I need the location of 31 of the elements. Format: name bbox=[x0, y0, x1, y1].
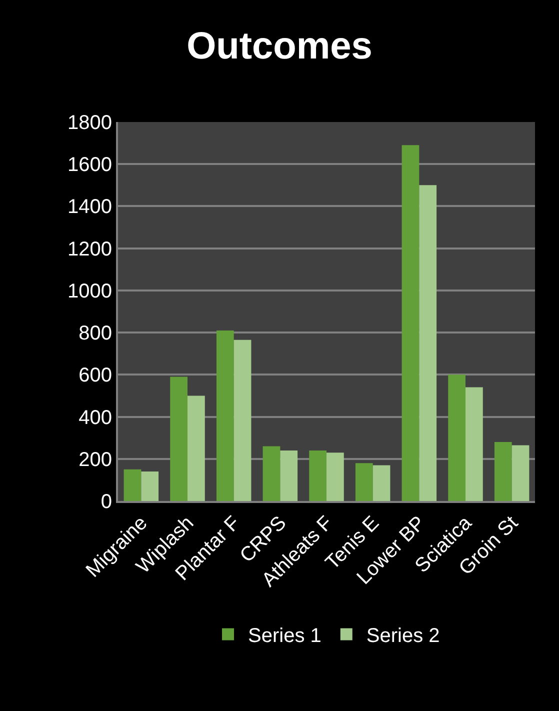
bar bbox=[466, 387, 483, 501]
legend-label: Series 2 bbox=[366, 625, 440, 647]
bar bbox=[372, 465, 390, 501]
y-tick-label: 1400 bbox=[68, 196, 112, 218]
y-tick-label: 1000 bbox=[68, 280, 112, 302]
y-tick-label: 1800 bbox=[68, 112, 112, 134]
y-tick-label: 600 bbox=[78, 364, 112, 387]
bar bbox=[309, 450, 326, 501]
bar bbox=[170, 376, 188, 501]
y-tick-label: 1200 bbox=[68, 238, 112, 260]
bar bbox=[216, 330, 234, 501]
bar bbox=[141, 472, 159, 501]
bar bbox=[419, 185, 437, 501]
bar bbox=[326, 452, 344, 501]
bar bbox=[280, 450, 298, 501]
bar bbox=[494, 442, 512, 501]
bar bbox=[262, 446, 280, 501]
bar bbox=[234, 340, 252, 501]
y-tick-label: 800 bbox=[78, 322, 112, 345]
y-tick-label: 400 bbox=[78, 406, 112, 429]
bar bbox=[402, 145, 420, 501]
bar bbox=[188, 396, 205, 501]
y-tick-label: 1600 bbox=[68, 154, 112, 176]
chart-title: Outcomes bbox=[186, 26, 372, 68]
bar bbox=[512, 445, 530, 501]
y-tick-label: 0 bbox=[100, 491, 112, 513]
bar bbox=[448, 374, 466, 501]
legend-label: Series 1 bbox=[248, 625, 322, 647]
bar bbox=[355, 463, 373, 501]
bar bbox=[124, 469, 142, 501]
y-tick-label: 200 bbox=[78, 448, 112, 471]
